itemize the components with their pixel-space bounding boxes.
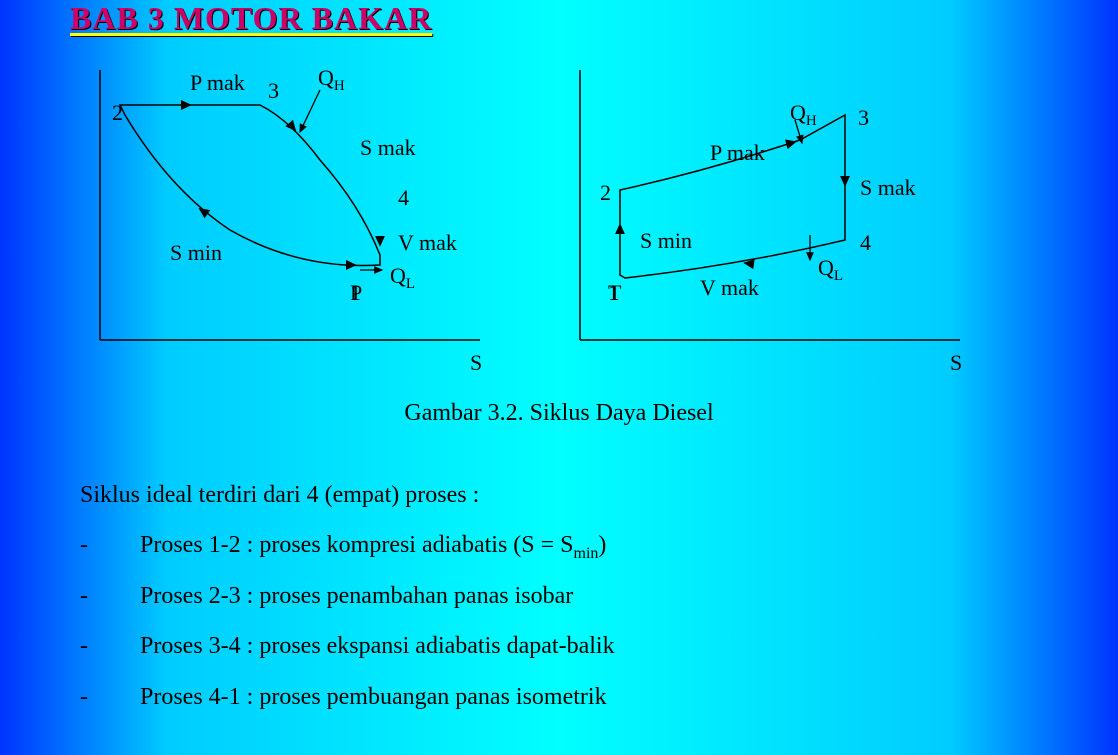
ts-diagram: TS1234P makS makV makS minQHQL	[540, 50, 980, 390]
svg-text:QH: QH	[790, 100, 817, 129]
svg-text:QH: QH	[318, 65, 345, 94]
figure-caption: Gambar 3.2. Siklus Daya Diesel	[0, 400, 1118, 427]
intro-line: Siklus ideal terdiri dari 4 (empat) pros…	[80, 470, 615, 520]
pv-diagram: PS1234P makS makV makS minQHQL	[60, 50, 500, 390]
process-row: -Proses 3-4 : proses ekspansi adiabatis …	[80, 621, 615, 671]
svg-text:3: 3	[858, 105, 869, 130]
svg-text:1: 1	[350, 280, 361, 305]
page-title: BAB 3 MOTOR BAKAR	[70, 0, 432, 36]
process-list: -Proses 1-2 : proses kompresi adiabatis …	[80, 520, 615, 722]
svg-text:V mak: V mak	[700, 275, 759, 300]
svg-text:S: S	[470, 350, 482, 375]
svg-text:S mak: S mak	[860, 175, 916, 200]
process-text: Proses 2-3 : proses penambahan panas iso…	[140, 571, 573, 621]
page-title-container: BAB 3 MOTOR BAKAR	[70, 0, 490, 37]
process-text: Proses 3-4 : proses ekspansi adiabatis d…	[140, 621, 615, 671]
svg-text:P mak: P mak	[190, 70, 245, 95]
svg-text:2: 2	[112, 100, 123, 125]
dash: -	[80, 621, 140, 671]
process-row: -Proses 4-1 : proses pembuangan panas is…	[80, 672, 615, 722]
process-text: Proses 1-2 : proses kompresi adiabatis (…	[140, 520, 606, 570]
svg-text:4: 4	[860, 230, 871, 255]
dash: -	[80, 672, 140, 722]
svg-text:S min: S min	[640, 228, 692, 253]
content-block: Siklus ideal terdiri dari 4 (empat) pros…	[80, 470, 615, 722]
svg-text:2: 2	[600, 180, 611, 205]
svg-text:3: 3	[268, 78, 279, 103]
svg-text:S mak: S mak	[360, 135, 416, 160]
svg-text:P mak: P mak	[710, 140, 765, 165]
process-text: Proses 4-1 : proses pembuangan panas iso…	[140, 672, 607, 722]
svg-text:QL: QL	[390, 263, 415, 292]
svg-text:S: S	[950, 350, 962, 375]
diagram-area: PS1234P makS makV makS minQHQL TS1234P m…	[60, 50, 1060, 390]
svg-text:QL: QL	[818, 255, 843, 284]
process-row: -Proses 1-2 : proses kompresi adiabatis …	[80, 520, 615, 570]
dash: -	[80, 520, 140, 570]
subscript: min	[574, 545, 599, 562]
dash: -	[80, 571, 140, 621]
process-row: -Proses 2-3 : proses penambahan panas is…	[80, 571, 615, 621]
svg-text:1: 1	[608, 280, 619, 305]
svg-text:4: 4	[398, 185, 409, 210]
svg-text:S min: S min	[170, 240, 222, 265]
svg-text:V mak: V mak	[398, 230, 457, 255]
